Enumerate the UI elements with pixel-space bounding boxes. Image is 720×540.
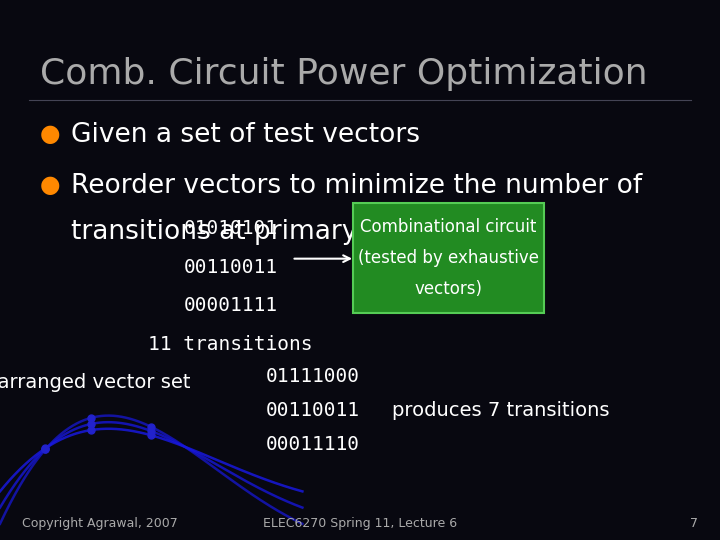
Text: 11 transitions: 11 transitions (148, 335, 312, 354)
Text: vectors): vectors) (414, 280, 482, 298)
Text: Rearranged vector set: Rearranged vector set (0, 373, 191, 392)
Text: ●: ● (40, 122, 60, 145)
Text: transitions at primary inputs: transitions at primary inputs (71, 219, 447, 245)
Text: ●: ● (40, 173, 60, 197)
Text: 00110011: 00110011 (184, 258, 277, 276)
Text: 00001111: 00001111 (184, 296, 277, 315)
Text: 01111000: 01111000 (266, 367, 360, 386)
FancyBboxPatch shape (353, 202, 544, 313)
Text: Comb. Circuit Power Optimization: Comb. Circuit Power Optimization (40, 57, 647, 91)
Text: Copyright Agrawal, 2007: Copyright Agrawal, 2007 (22, 517, 177, 530)
Text: 00011110: 00011110 (266, 435, 360, 454)
Text: Reorder vectors to minimize the number of: Reorder vectors to minimize the number o… (71, 173, 642, 199)
Text: 00110011: 00110011 (266, 401, 360, 420)
Text: ELEC6270 Spring 11, Lecture 6: ELEC6270 Spring 11, Lecture 6 (263, 517, 457, 530)
Text: produces 7 transitions: produces 7 transitions (392, 401, 610, 420)
Text: Combinational circuit: Combinational circuit (360, 218, 536, 235)
Text: 01010101: 01010101 (184, 219, 277, 238)
Text: 7: 7 (690, 517, 698, 530)
Text: Given a set of test vectors: Given a set of test vectors (71, 122, 420, 147)
Text: (tested by exhaustive: (tested by exhaustive (358, 249, 539, 267)
